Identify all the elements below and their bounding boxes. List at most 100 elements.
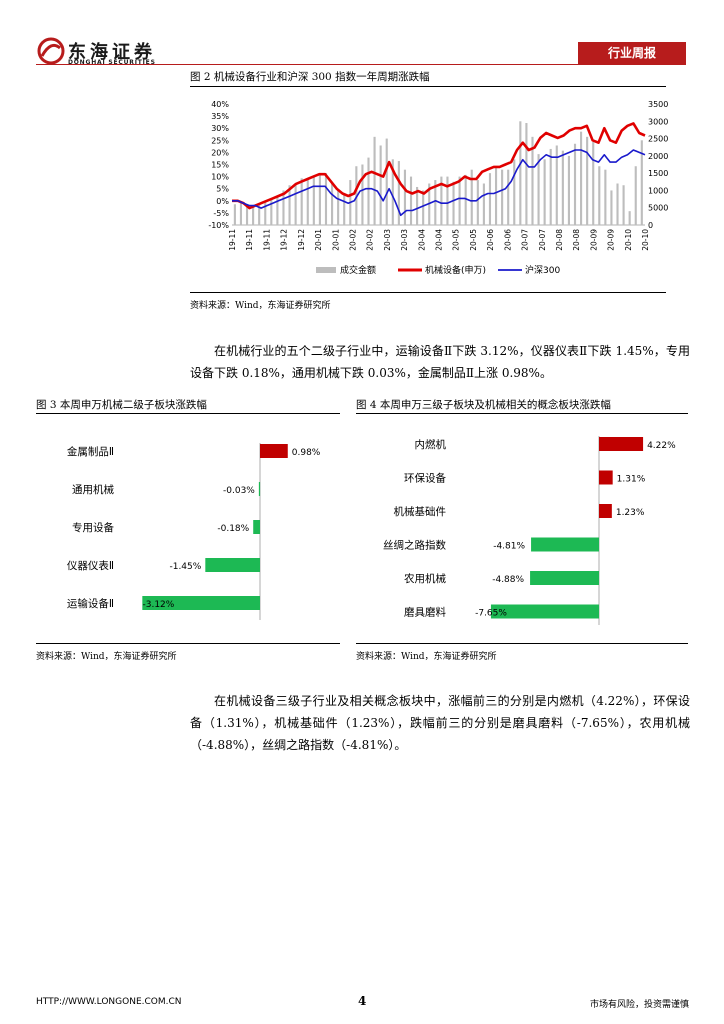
data-label: -3.12% — [142, 600, 174, 610]
turnover-bar — [343, 193, 346, 225]
bar — [260, 444, 288, 458]
category-label: 仪器仪表Ⅱ — [67, 559, 114, 572]
right-axis-tick-label: 350000 — [648, 100, 668, 109]
report-type-badge: 行业周报 — [578, 42, 686, 64]
figure4-bottom-rule — [356, 643, 688, 644]
x-axis-tick-label: 20-01 — [331, 229, 340, 251]
turnover-bar — [507, 169, 510, 225]
category-label: 内燃机 — [415, 438, 447, 451]
x-axis-tick-label: 19-11 — [262, 229, 271, 251]
x-axis-tick-label: 20-02 — [366, 229, 375, 251]
bar — [599, 504, 612, 518]
bar — [205, 558, 260, 572]
x-axis-tick-label: 20-10 — [624, 229, 633, 251]
figure3-bottom-rule — [36, 643, 340, 644]
turnover-bar — [361, 164, 364, 225]
turnover-bar — [592, 142, 595, 225]
figure4-rule — [356, 413, 688, 414]
category-label: 金属制品Ⅱ — [67, 445, 114, 458]
turnover-bar — [264, 200, 267, 225]
x-axis-tick-label: 20-09 — [607, 229, 616, 251]
turnover-bar — [622, 185, 625, 225]
header-divider — [36, 64, 686, 65]
turnover-bar — [282, 190, 285, 225]
turnover-bar — [355, 166, 358, 225]
turnover-bar — [373, 136, 376, 225]
left-axis-tick-label: 20% — [211, 148, 229, 157]
turnover-bar — [476, 180, 479, 225]
turnover-bar — [324, 173, 328, 225]
left-axis-tick-label: -5% — [213, 209, 229, 218]
left-axis-tick-label: 30% — [211, 124, 229, 133]
turnover-bar — [610, 190, 613, 225]
category-label: 运输设备Ⅱ — [67, 597, 114, 610]
turnover-bar — [416, 186, 419, 225]
turnover-bar — [580, 131, 583, 225]
turnover-bar — [537, 154, 540, 225]
turnover-bar — [318, 174, 321, 225]
figure2-rule — [190, 86, 666, 87]
figure3-source: 资料来源：Wind，东海证券研究所 — [36, 652, 177, 662]
turnover-bar — [446, 176, 449, 225]
category-label: 专用设备 — [72, 521, 114, 534]
figure4-title: 图 4 本周申万三级子板块及机械相关的概念板块涨跌幅 — [356, 399, 611, 411]
turnover-bar — [330, 183, 334, 225]
figure3-rule — [36, 413, 340, 414]
turnover-bar — [573, 143, 577, 225]
paragraph-2: 在机械设备三级子行业及相关概念板块中，涨幅前三的分别是内燃机（4.22%），环保… — [190, 690, 690, 756]
bar — [142, 596, 260, 610]
turnover-bar — [640, 140, 643, 225]
bar — [258, 482, 261, 496]
figure3-title: 图 3 本周申万机械二级子板块涨跌幅 — [36, 399, 207, 411]
figure2-title: 图 2 机械设备行业和沪深 300 指数一年周期涨跌幅 — [190, 71, 430, 83]
x-axis-tick-label: 19-12 — [280, 229, 289, 251]
turnover-bar — [385, 138, 388, 225]
turnover-bar — [586, 136, 589, 225]
x-axis-tick-label: 19-12 — [297, 229, 306, 251]
turnover-bar — [628, 211, 631, 225]
x-axis-tick-label: 20-02 — [348, 229, 357, 251]
footer-url[interactable]: HTTP://WWW.LONGONE.COM.CN — [36, 997, 182, 1007]
turnover-bar — [598, 166, 601, 225]
x-axis-tick-label: 20-10 — [641, 229, 650, 251]
x-axis-tick-label: 20-07 — [538, 229, 547, 251]
turnover-bar — [300, 178, 303, 225]
data-label: -0.03% — [223, 486, 255, 496]
x-axis-tick-label: 20-03 — [400, 229, 409, 251]
turnover-bar — [519, 121, 522, 225]
turnover-bar — [367, 157, 370, 225]
turnover-bar — [434, 180, 437, 225]
turnover-bar — [391, 159, 394, 225]
turnover-bar — [555, 145, 558, 225]
x-axis-tick-label: 19-11 — [245, 229, 254, 251]
paragraph-1: 在机械行业的五个二级子行业中，运输设备Ⅱ下跌 3.12%，仪器仪表Ⅱ下跌 1.4… — [190, 340, 690, 384]
turnover-bar — [616, 183, 619, 225]
turnover-bar — [239, 202, 243, 225]
turnover-bar — [422, 190, 425, 225]
bar — [490, 604, 599, 619]
left-axis-tick-label: 35% — [211, 112, 229, 121]
bar — [599, 437, 644, 451]
x-axis-tick-label: 20-03 — [383, 229, 392, 251]
data-label: 1.23% — [616, 508, 645, 518]
turnover-bar — [294, 183, 297, 225]
figure4-source: 资料来源：Wind，东海证券研究所 — [356, 652, 497, 662]
turnover-bar — [458, 176, 461, 225]
right-axis-tick-label: 200000 — [648, 152, 668, 161]
x-axis-tick-label: 20-08 — [572, 229, 581, 251]
figure3-chart: 金属制品Ⅱ 0.98% 通用机械 -0.03% 专用设备 -0.18% 仪器仪表Ⅱ -1.45… — [67, 443, 321, 620]
right-axis-tick-label: 300000 — [648, 117, 668, 126]
data-label: 1.31% — [617, 475, 646, 485]
left-axis-tick-label: 40% — [211, 100, 229, 109]
x-axis-tick-label: 19-11 — [228, 229, 237, 251]
data-label: -4.88% — [492, 575, 524, 585]
turnover-bar — [379, 145, 382, 225]
x-axis-tick-label: 20-05 — [469, 229, 478, 251]
data-label: -0.18% — [217, 524, 249, 534]
category-label: 丝绸之路指数 — [383, 539, 446, 552]
figure2-chart: 40% 35% 30% 25% 20% 15% 10% 5% 0% -5% -10% 350000 30… — [208, 100, 668, 276]
turnover-bar — [567, 155, 570, 225]
logo-text-en: DONGHAI SECURITIES — [68, 59, 156, 66]
legend-turnover-label: 成交金额 — [340, 264, 376, 276]
bar — [599, 470, 613, 485]
